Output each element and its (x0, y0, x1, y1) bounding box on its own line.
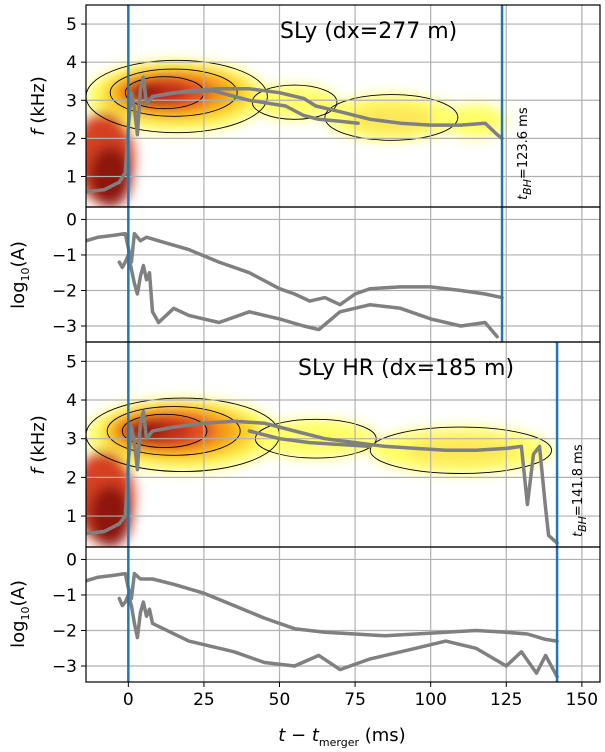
signal-trace (247, 429, 372, 449)
signal-trace (117, 253, 499, 339)
t-bh-annotation: tBH=141.8 ms (571, 444, 589, 537)
y-tick-label: 0 (66, 210, 77, 230)
y-tick-label: 1 (66, 507, 77, 527)
y-tick-label: −1 (52, 246, 77, 266)
y-axis-label: f (kHz) (28, 415, 49, 475)
y-axis-label: f (kHz) (28, 76, 49, 136)
panel-frame (85, 206, 601, 343)
spectrogram-panel-sly-hr: 1 2 3 4 5 SLy HR (dx=185 m) f (kHz) tBH=141.… (28, 341, 601, 548)
x-tick-label: 0 (123, 690, 134, 710)
amplitude-panel-sly: 0 −1 −2 −3 log10(A) (8, 206, 601, 343)
y-tick-label: 5 (66, 352, 77, 372)
contour-line (369, 426, 553, 474)
contour-line (324, 94, 459, 141)
y-axis-label: log10(A) (8, 241, 32, 309)
panel-frame (85, 546, 601, 683)
t-bh-annotation: tBH=123.6 ms (516, 107, 534, 200)
panel-title: SLy (dx=277 m) (280, 19, 457, 44)
y-tick-label: 4 (66, 53, 77, 73)
x-tick-label: 75 (344, 690, 366, 710)
contour-line (121, 413, 208, 449)
contour-line (109, 68, 238, 117)
spectrogram-blob (349, 104, 434, 135)
y-tick-label: 3 (66, 91, 77, 111)
signal-trace (86, 409, 559, 545)
y-tick-label: −3 (52, 317, 77, 337)
x-tick-label: 150 (566, 690, 598, 710)
signal-trace (117, 593, 559, 679)
y-tick-label: −2 (52, 621, 77, 641)
signal-trace (144, 89, 360, 125)
x-tick-label: 100 (414, 690, 446, 710)
y-tick-label: 5 (66, 15, 77, 35)
x-axis-label: t − tmerger (ms) (278, 725, 405, 749)
contour-line (106, 406, 241, 456)
x-tick-label: 50 (269, 690, 291, 710)
y-axis-label: log10(A) (8, 580, 32, 648)
spectrogram-panel-sly: 1 2 3 4 5 SLy (dx=277 m) f (kHz) tBH=123.6 m… (28, 4, 601, 208)
x-tick-label: 25 (193, 690, 215, 710)
y-tick-label: 4 (66, 391, 77, 411)
y-tick-label: 2 (66, 129, 77, 149)
y-tick-label: 2 (66, 468, 77, 488)
y-tick-label: 1 (66, 168, 77, 188)
panel-title: SLy HR (dx=185 m) (298, 356, 514, 381)
amplitude-panel-sly-hr: 0 −1 −2 −3 log10(A) (8, 546, 601, 683)
y-tick-label: −1 (52, 586, 77, 606)
y-tick-label: 0 (66, 550, 77, 570)
y-tick-label: −2 (52, 281, 77, 301)
y-tick-label: 3 (66, 430, 77, 450)
x-tick-label: 125 (490, 690, 522, 710)
x-axis-ticks: 0 25 50 75 100 125 150 (123, 682, 598, 710)
y-tick-label: −3 (52, 657, 77, 677)
signal-trace (86, 231, 504, 307)
